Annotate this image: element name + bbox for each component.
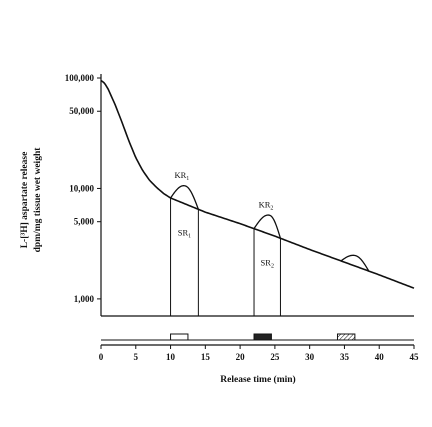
y-tick-label: 1,000 xyxy=(74,294,95,304)
x-tick-label: 5 xyxy=(134,352,139,362)
x-tick-label: 15 xyxy=(201,352,211,362)
stimulus-bar xyxy=(170,333,189,341)
peak-curve xyxy=(170,185,199,210)
area-label-subscript: 1 xyxy=(188,234,191,240)
peak-label-subscript: 2 xyxy=(270,205,273,211)
x-tick-label: 20 xyxy=(236,352,246,362)
x-tick-label: 0 xyxy=(99,352,104,362)
peak-curve xyxy=(253,214,282,239)
plot-area: 1,000 5,000 10,000 50,000 100,000 KR1 KR2 SR1 SR… xyxy=(65,73,419,362)
peak-curve xyxy=(340,254,370,272)
x-tick-label: 45 xyxy=(410,352,420,362)
peak-label-subscript: 1 xyxy=(186,176,189,182)
area-label: SR1 xyxy=(178,228,191,240)
peak-label: KR1 xyxy=(174,170,189,182)
x-tick-label: 10 xyxy=(166,352,176,362)
x-axis-title: Release time (min) xyxy=(220,374,295,385)
y-axis-title-line1: L-[³H] aspartate release xyxy=(20,152,30,249)
y-tick-label: 5,000 xyxy=(74,217,95,227)
stimulus-bar xyxy=(253,333,272,341)
y-tick-label: 100,000 xyxy=(65,73,95,83)
x-tick-label: 25 xyxy=(270,352,280,362)
area-label-subscript: 2 xyxy=(271,263,274,269)
x-tick-label: 35 xyxy=(340,352,350,362)
area-label: SR2 xyxy=(261,257,274,269)
y-tick-label: 50,000 xyxy=(69,106,94,116)
x-tick-label: 30 xyxy=(305,352,315,362)
series-line xyxy=(100,79,415,289)
stimulus-bar xyxy=(336,333,356,341)
y-tick-label: 10,000 xyxy=(69,183,94,193)
x-tick-label: 40 xyxy=(375,352,385,362)
y-axis-title-line2: dpm/mg tissue wet weight xyxy=(33,147,43,253)
peak-label: KR2 xyxy=(259,199,274,211)
